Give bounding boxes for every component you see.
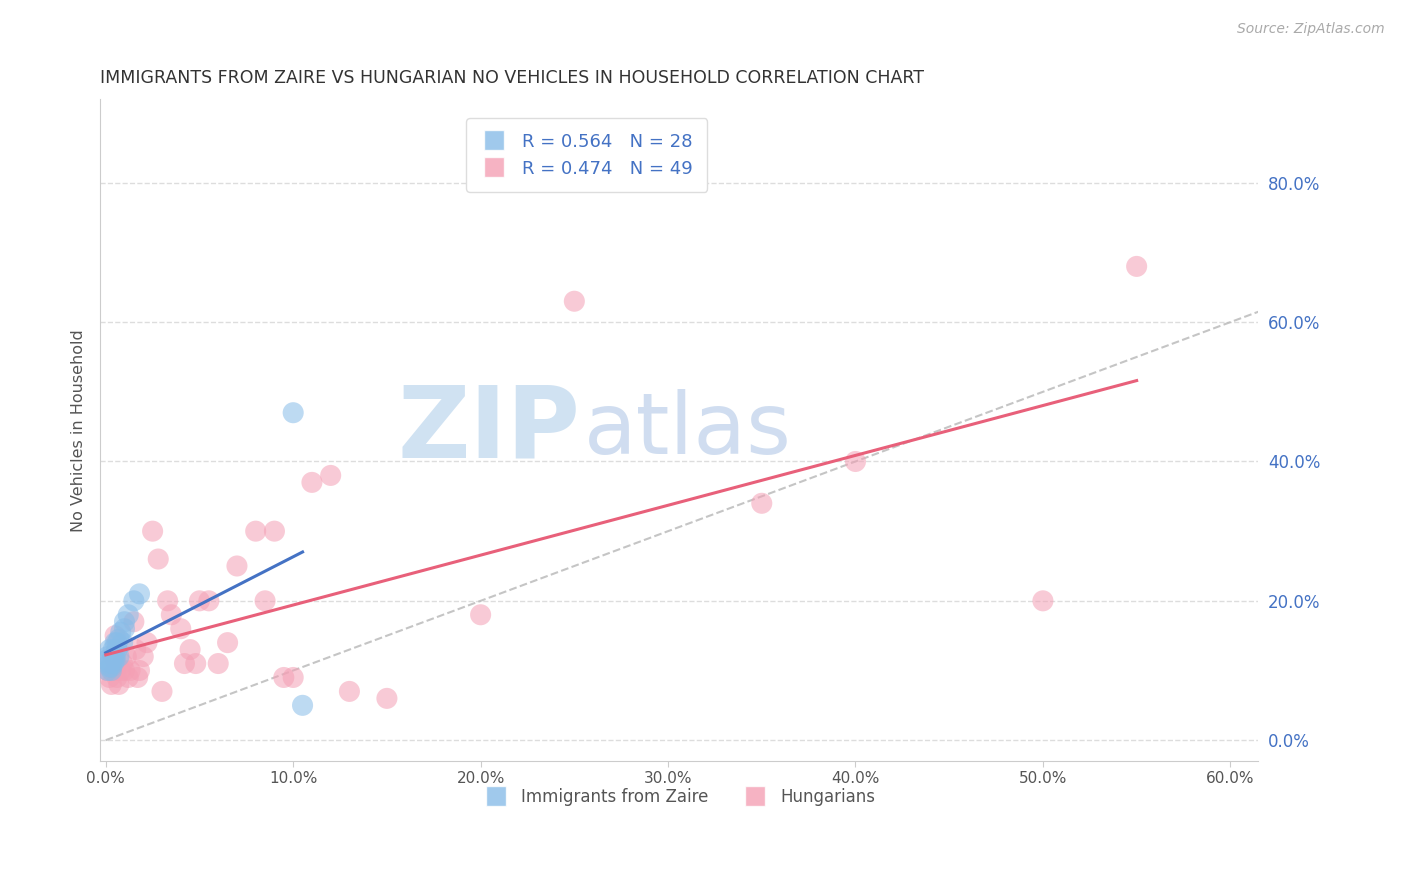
- Point: [96, 653, 118, 667]
- Point: [156, 594, 179, 608]
- Point: [111, 657, 134, 671]
- Point: [132, 649, 155, 664]
- Point: [217, 635, 239, 649]
- Point: [108, 677, 131, 691]
- Point: [105, 642, 128, 657]
- Point: [179, 642, 201, 657]
- Point: [122, 615, 145, 629]
- Point: [98, 660, 121, 674]
- Point: [1032, 594, 1054, 608]
- Point: [301, 475, 323, 490]
- Point: [97, 664, 120, 678]
- Point: [142, 524, 165, 538]
- Point: [98, 642, 121, 657]
- Y-axis label: No Vehicles in Household: No Vehicles in Household: [72, 329, 86, 532]
- Point: [273, 670, 295, 684]
- Point: [114, 615, 136, 629]
- Point: [110, 664, 132, 678]
- Point: [1125, 260, 1147, 274]
- Point: [207, 657, 229, 671]
- Point: [110, 625, 132, 640]
- Point: [100, 653, 122, 667]
- Point: [148, 552, 170, 566]
- Point: [173, 657, 195, 671]
- Point: [375, 691, 398, 706]
- Point: [98, 657, 121, 671]
- Point: [104, 635, 127, 649]
- Point: [562, 294, 585, 309]
- Point: [122, 594, 145, 608]
- Point: [104, 629, 127, 643]
- Point: [100, 664, 122, 678]
- Legend: Immigrants from Zaire, Hungarians: Immigrants from Zaire, Hungarians: [477, 781, 882, 813]
- Point: [103, 642, 125, 657]
- Point: [104, 649, 127, 664]
- Point: [283, 406, 305, 420]
- Point: [245, 524, 267, 538]
- Point: [470, 607, 492, 622]
- Point: [108, 632, 131, 647]
- Text: atlas: atlas: [585, 389, 793, 472]
- Point: [283, 670, 305, 684]
- Point: [117, 670, 139, 684]
- Point: [339, 684, 361, 698]
- Point: [100, 660, 122, 674]
- Point: [136, 635, 159, 649]
- Point: [319, 468, 342, 483]
- Point: [114, 622, 136, 636]
- Point: [150, 684, 173, 698]
- Point: [104, 664, 127, 678]
- Point: [115, 649, 138, 664]
- Point: [291, 698, 314, 713]
- Point: [103, 649, 125, 664]
- Point: [226, 559, 249, 574]
- Point: [103, 657, 125, 671]
- Point: [105, 635, 128, 649]
- Point: [97, 649, 120, 664]
- Point: [160, 607, 183, 622]
- Point: [844, 454, 866, 468]
- Point: [128, 664, 150, 678]
- Point: [128, 587, 150, 601]
- Point: [117, 607, 139, 622]
- Text: Source: ZipAtlas.com: Source: ZipAtlas.com: [1237, 22, 1385, 37]
- Point: [184, 657, 207, 671]
- Point: [108, 649, 131, 664]
- Point: [97, 664, 120, 678]
- Text: IMMIGRANTS FROM ZAIRE VS HUNGARIAN NO VEHICLES IN HOUSEHOLD CORRELATION CHART: IMMIGRANTS FROM ZAIRE VS HUNGARIAN NO VE…: [100, 69, 924, 87]
- Point: [263, 524, 285, 538]
- Point: [751, 496, 773, 510]
- Point: [127, 670, 149, 684]
- Point: [198, 594, 221, 608]
- Point: [111, 635, 134, 649]
- Point: [103, 649, 125, 664]
- Point: [170, 622, 193, 636]
- Point: [104, 653, 127, 667]
- Point: [100, 677, 122, 691]
- Text: ZIP: ZIP: [398, 382, 581, 479]
- Point: [254, 594, 277, 608]
- Point: [125, 642, 148, 657]
- Point: [120, 664, 142, 678]
- Point: [105, 670, 128, 684]
- Point: [188, 594, 211, 608]
- Point: [114, 664, 136, 678]
- Point: [98, 670, 121, 684]
